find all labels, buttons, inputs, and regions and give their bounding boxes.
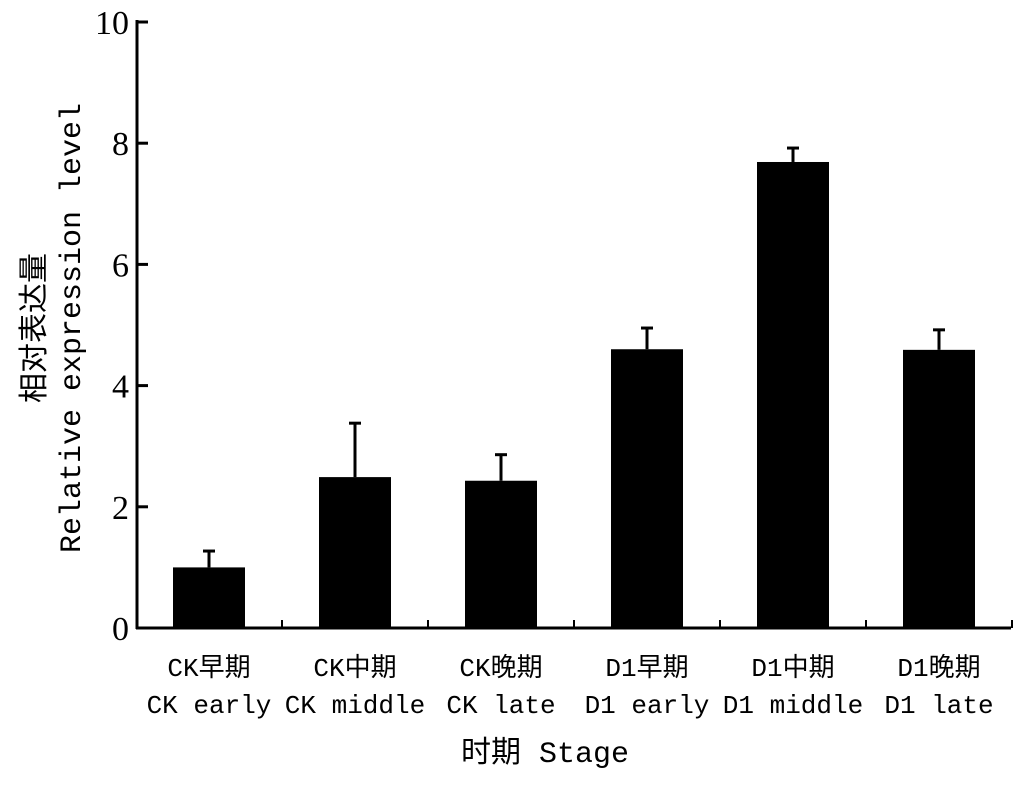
y-axis-title-zh: 相对表达量 bbox=[18, 253, 54, 403]
x-tick-label-en: D1 middle bbox=[723, 691, 863, 721]
bar bbox=[903, 349, 975, 628]
x-tick-label-zh: D1晚期 bbox=[897, 653, 980, 684]
bar bbox=[611, 349, 683, 628]
y-tick-label: 6 bbox=[112, 247, 129, 284]
x-tick-label-en: CK late bbox=[446, 691, 555, 721]
bar bbox=[319, 477, 391, 628]
x-tick-label-zh: CK早期 bbox=[167, 654, 250, 684]
y-tick-label: 2 bbox=[112, 490, 129, 527]
bar bbox=[757, 161, 829, 628]
y-tick-label: 10 bbox=[95, 5, 129, 42]
x-tick-label-zh: CK中期 bbox=[313, 653, 396, 684]
bar bbox=[465, 480, 537, 628]
y-ticks: 0 2 4 6 8 10 bbox=[95, 5, 148, 648]
x-tick-label-en: D1 early bbox=[585, 691, 710, 721]
bars-layer bbox=[173, 161, 975, 628]
y-axis-title: 相对表达量 Relative expression level bbox=[18, 103, 90, 553]
x-tick-label-zh: CK晚期 bbox=[459, 653, 542, 684]
x-tick-labels: CK早期 CK early CK中期 CK middle CK晚期 CK late D1早期… bbox=[147, 653, 994, 721]
y-axis-title-en: Relative expression level bbox=[56, 103, 90, 553]
bar bbox=[173, 567, 245, 628]
axes bbox=[135, 20, 1011, 630]
x-axis-title: 时期 Stage bbox=[461, 736, 629, 772]
x-tick-label-en: D1 late bbox=[884, 691, 993, 721]
y-tick-label: 0 bbox=[112, 611, 129, 648]
x-tick-label-en: CK middle bbox=[285, 691, 425, 721]
error-bars-layer bbox=[203, 146, 945, 568]
x-tick-label-zh: D1早期 bbox=[605, 654, 688, 684]
x-ticks bbox=[281, 620, 1013, 628]
y-tick-label: 4 bbox=[112, 369, 129, 406]
x-tick-label-en: CK early bbox=[147, 691, 272, 721]
y-tick-label: 8 bbox=[112, 126, 129, 163]
x-tick-label-zh: D1中期 bbox=[751, 653, 834, 684]
